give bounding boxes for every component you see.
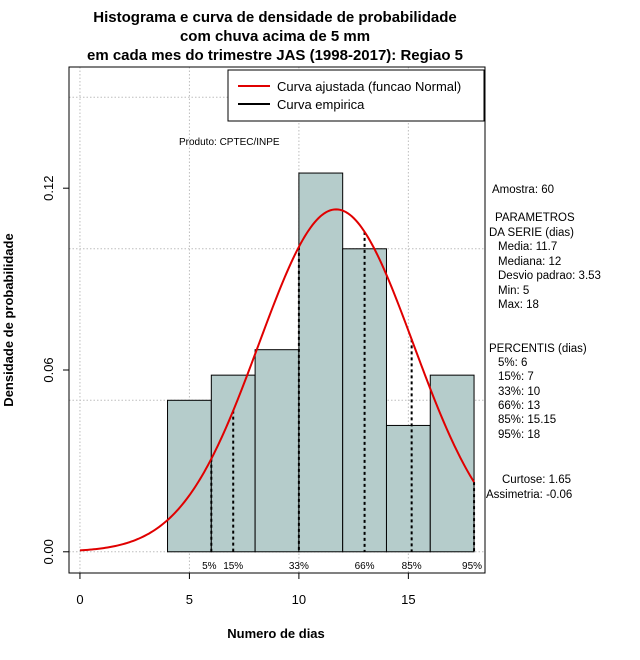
stat-curtose: Curtose: 1.65 [502, 474, 571, 486]
x-tick-label: 15 [401, 592, 415, 607]
y-tick-label: 0.12 [41, 176, 56, 201]
stats-panel: Amostra: 60 PARAMETROS DA SERIE (dias) M… [486, 184, 601, 501]
x-tick-label: 5 [186, 592, 193, 607]
percentile-marker-label: 95% [462, 561, 482, 572]
legend-label-empirical: Curva empirica [277, 97, 365, 112]
stat-p66: 66%: 13 [498, 400, 540, 412]
x-tick-label: 0 [76, 592, 83, 607]
stat-percentis-header: PERCENTIS (dias) [489, 343, 587, 355]
stat-max: Max: 18 [498, 299, 539, 311]
x-axis-label: Numero de dias [227, 626, 325, 641]
histogram-bar [254, 349, 300, 553]
y-axis-label: Densidade de probabilidade [1, 233, 16, 406]
stat-mediana: Mediana: 12 [498, 256, 561, 268]
stat-desvio: Desvio padrao: 3.53 [498, 270, 601, 282]
y-tick-label: 0.00 [41, 539, 56, 564]
stat-params-header-1: PARAMETROS [495, 212, 575, 224]
legend: Curva ajustada (funcao Normal) Curva emp… [227, 69, 485, 122]
bars-layer [167, 172, 475, 553]
chart-title-line-1: Histograma e curva de densidade de proba… [93, 9, 456, 26]
percentile-marker-label: 85% [402, 561, 422, 572]
histogram-bar [298, 172, 344, 553]
histogram-bar [167, 399, 212, 553]
histogram-bar [210, 374, 256, 553]
product-annotation: Produto: CPTEC/INPE [179, 137, 280, 148]
stat-min: Min: 5 [498, 285, 529, 297]
axes-layer: 0 5 10 15 0.00 0.06 0.12 [41, 176, 416, 607]
y-tick-label: 0.06 [41, 357, 56, 382]
chart-title-line-2: com chuva acima de 5 mm [180, 28, 370, 45]
stat-p5: 5%: 6 [498, 357, 527, 369]
plot-frame [68, 66, 486, 574]
chart-title-line-3: em cada mes do trimestre JAS (1998-2017)… [87, 47, 463, 64]
curve-layer [79, 208, 475, 552]
stat-p95: 95%: 18 [498, 429, 540, 441]
stat-p15: 15%: 7 [498, 371, 534, 383]
stat-media: Media: 11.7 [498, 241, 557, 253]
percentile-marker-label: 33% [289, 561, 309, 572]
stat-assimetria: Assimetria: -0.06 [486, 489, 572, 501]
stat-params-header-2: DA SERIE (dias) [489, 227, 574, 239]
normal-curve-line [79, 208, 475, 552]
percentile-markers: 5% 15% 33% 66% 85% 95% [202, 231, 482, 572]
legend-box [227, 69, 485, 122]
percentile-marker-label: 66% [355, 561, 375, 572]
percentile-marker-label: 5% [202, 561, 217, 572]
histogram-bar [429, 374, 475, 553]
histogram-bar [385, 424, 431, 553]
stat-sample: Amostra: 60 [492, 184, 554, 196]
legend-label-normal: Curva ajustada (funcao Normal) [277, 79, 461, 94]
stat-p85: 85%: 15.15 [498, 414, 556, 426]
x-tick-label: 10 [292, 592, 306, 607]
percentile-marker-label: 15% [223, 561, 243, 572]
stat-p33: 33%: 10 [498, 386, 540, 398]
